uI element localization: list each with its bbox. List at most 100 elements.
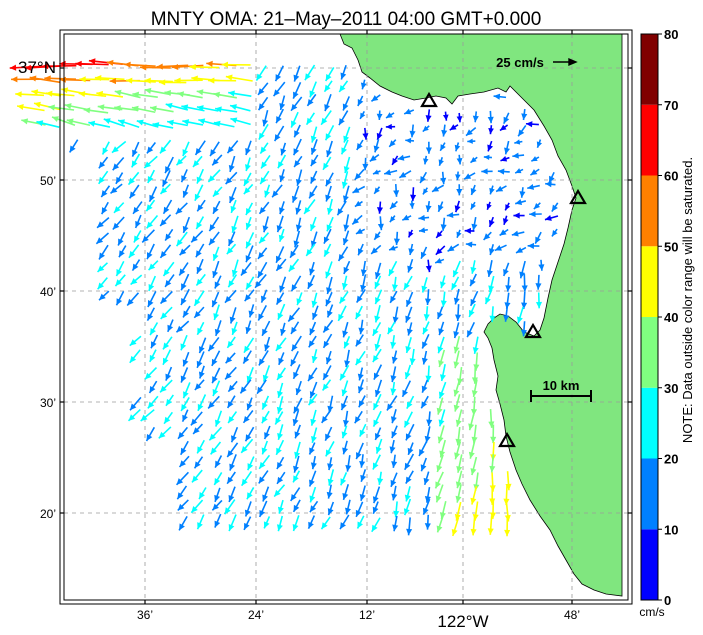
current-vector xyxy=(279,276,287,293)
current-vector xyxy=(455,171,461,181)
current-vector xyxy=(517,124,527,137)
current-vector xyxy=(454,501,462,521)
current-vector xyxy=(131,141,140,157)
current-vector xyxy=(254,273,267,289)
current-vector xyxy=(544,215,559,221)
current-vector xyxy=(418,227,428,233)
current-vector xyxy=(242,410,254,424)
current-vector xyxy=(391,485,398,501)
current-vector xyxy=(435,245,446,256)
current-vector xyxy=(503,485,510,506)
current-vector xyxy=(261,395,270,410)
current-vector xyxy=(398,170,412,179)
current-vector xyxy=(176,485,188,500)
current-vector xyxy=(257,96,269,111)
current-vector xyxy=(356,139,364,151)
current-vector xyxy=(321,409,332,424)
current-vector xyxy=(100,185,111,198)
current-vector xyxy=(326,304,334,318)
current-vector xyxy=(407,229,414,238)
current-vector xyxy=(278,352,285,366)
current-vector xyxy=(264,336,271,352)
current-vector xyxy=(420,246,428,260)
current-vector xyxy=(273,125,285,142)
current-vector xyxy=(275,439,285,456)
axis-labels: 37°N 50’ 40’ 30’ 20’ 36’ 24’ 12’ 122°W 48’ xyxy=(18,58,580,631)
current-vector xyxy=(324,426,333,442)
current-vector xyxy=(159,244,172,259)
current-vector xyxy=(211,367,221,384)
current-vector xyxy=(240,438,254,454)
current-vector xyxy=(551,228,558,237)
current-vector xyxy=(243,516,252,531)
current-vector xyxy=(545,181,556,188)
current-vector xyxy=(421,379,429,393)
current-vector xyxy=(372,410,382,427)
current-vector xyxy=(260,289,268,303)
current-vector xyxy=(446,211,460,219)
current-vector xyxy=(194,140,206,156)
current-vector xyxy=(392,306,399,324)
current-vector xyxy=(373,231,381,241)
scale-bar xyxy=(530,390,592,402)
current-vector xyxy=(303,199,316,215)
current-vector xyxy=(440,171,447,185)
current-vector xyxy=(276,367,286,381)
current-vector xyxy=(164,156,174,174)
current-vector xyxy=(390,366,397,383)
current-vector xyxy=(190,230,204,243)
current-vector xyxy=(372,169,381,175)
current-vector xyxy=(224,366,237,380)
current-vector xyxy=(466,321,476,338)
colorbar-swatch xyxy=(641,529,658,600)
current-vector xyxy=(159,183,171,195)
current-vector xyxy=(290,350,299,367)
current-vector xyxy=(421,334,430,349)
current-vector xyxy=(310,409,317,426)
current-vector xyxy=(513,212,525,219)
current-vector xyxy=(259,170,270,185)
current-vector xyxy=(48,104,75,111)
current-vector xyxy=(324,125,335,141)
current-vector xyxy=(141,229,155,243)
current-vector xyxy=(343,336,351,349)
current-vector xyxy=(322,319,334,333)
current-vector xyxy=(371,517,381,533)
current-vector xyxy=(467,138,476,144)
current-vector xyxy=(409,124,416,138)
colorbar-tick-label: 60 xyxy=(664,169,678,184)
current-vector xyxy=(377,216,384,231)
current-vector xyxy=(279,95,286,111)
current-vector xyxy=(456,454,463,473)
current-vector xyxy=(305,112,316,126)
current-vector xyxy=(103,118,126,127)
current-vector xyxy=(439,364,446,382)
current-vector xyxy=(175,202,188,215)
current-vector xyxy=(112,156,125,171)
current-vector xyxy=(226,140,239,154)
current-vector xyxy=(341,425,348,439)
current-vector xyxy=(175,155,187,166)
current-vector xyxy=(240,262,252,276)
current-vector xyxy=(226,395,236,409)
current-vector xyxy=(158,79,187,86)
current-vector xyxy=(293,397,303,414)
current-vector xyxy=(245,276,255,290)
colorbar-swatch xyxy=(641,34,658,105)
current-vector xyxy=(213,120,235,128)
current-vector xyxy=(325,172,334,187)
current-vector xyxy=(182,216,191,234)
current-vector xyxy=(196,514,205,530)
current-vector xyxy=(146,141,156,154)
current-vector xyxy=(194,379,205,391)
current-vector xyxy=(354,168,365,181)
current-vector xyxy=(96,90,124,98)
current-vector xyxy=(437,306,444,320)
current-vector xyxy=(260,155,271,169)
current-vector xyxy=(326,198,333,215)
current-vector xyxy=(152,122,174,129)
current-vector xyxy=(180,367,189,383)
current-vector xyxy=(309,381,318,399)
current-vector xyxy=(373,364,383,381)
current-vector xyxy=(322,333,333,349)
